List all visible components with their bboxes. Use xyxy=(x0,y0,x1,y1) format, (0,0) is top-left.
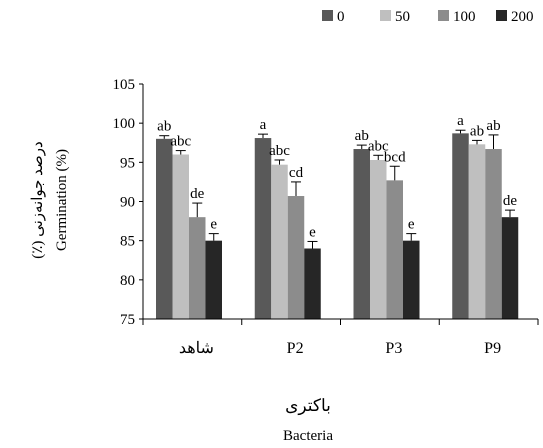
bar-0 xyxy=(353,149,370,319)
x-axis-title-persian: باکتری xyxy=(285,396,331,416)
bar-200 xyxy=(205,240,222,319)
significance-letter: ab xyxy=(355,128,369,144)
y-axis: 75 80 85 90 95 100 105 xyxy=(113,77,144,328)
legend-swatch-200 xyxy=(496,10,507,21)
legend-swatch-0 xyxy=(322,10,333,21)
bar-100 xyxy=(189,217,206,319)
y-tick-label: 105 xyxy=(113,77,136,93)
y-tick-label: 80 xyxy=(120,273,135,289)
bar-50 xyxy=(172,154,189,319)
y-axis-title-persian: درصد جوانه‌زنی (٪) xyxy=(30,141,46,258)
legend-label: 50 xyxy=(395,9,410,25)
x-tick-label: P9 xyxy=(484,340,501,357)
bar-100 xyxy=(485,149,502,319)
significance-letter: bcd xyxy=(384,149,406,165)
bar-100 xyxy=(386,180,403,319)
significance-letter: abc xyxy=(368,138,389,154)
significance-letter: e xyxy=(309,224,316,240)
significance-letter: e xyxy=(210,217,217,233)
x-axis-title-english: Bacteria xyxy=(283,428,333,444)
significance-letter: ab xyxy=(486,118,500,134)
x-axis: شاهد P2 P3 P9 xyxy=(142,318,539,357)
legend-swatch-50 xyxy=(380,10,391,21)
significance-letter: a xyxy=(260,117,267,133)
significance-letter: abc xyxy=(269,143,290,159)
legend-label: 100 xyxy=(453,9,476,25)
y-tick-label: 100 xyxy=(113,116,136,132)
bar-100 xyxy=(287,196,305,319)
x-tick-label: P2 xyxy=(287,340,304,357)
y-axis-title-english: Germination (%) xyxy=(54,149,70,251)
significance-letter: de xyxy=(190,186,205,202)
y-tick-label: 95 xyxy=(120,155,135,171)
significance-letter: e xyxy=(408,217,415,233)
legend-label: 0 xyxy=(337,9,345,25)
y-tick-label: 85 xyxy=(120,234,135,250)
bar-200 xyxy=(403,240,420,319)
legend: 0 50 100 200 xyxy=(322,9,534,25)
significance-letter: cd xyxy=(289,165,304,181)
significance-letter: a xyxy=(457,113,464,129)
bar-50 xyxy=(468,144,486,319)
significance-letter: abc xyxy=(170,134,191,150)
significance-letter: de xyxy=(503,193,518,209)
significance-letter: ab xyxy=(470,123,484,139)
bar-0 xyxy=(254,138,272,319)
legend-swatch-100 xyxy=(438,10,449,21)
bar-200 xyxy=(304,248,321,319)
bar-50 xyxy=(271,164,288,319)
x-tick-label: شاهد xyxy=(179,340,214,357)
x-tick-label: P3 xyxy=(385,340,402,357)
bar-200 xyxy=(501,217,519,319)
bar-0 xyxy=(156,138,173,319)
significance-letter: ab xyxy=(157,119,171,135)
bar-0 xyxy=(452,133,469,319)
y-tick-label: 90 xyxy=(120,195,135,211)
y-tick-label: 75 xyxy=(120,312,135,328)
bar-50 xyxy=(370,159,387,319)
legend-label: 200 xyxy=(511,9,534,25)
